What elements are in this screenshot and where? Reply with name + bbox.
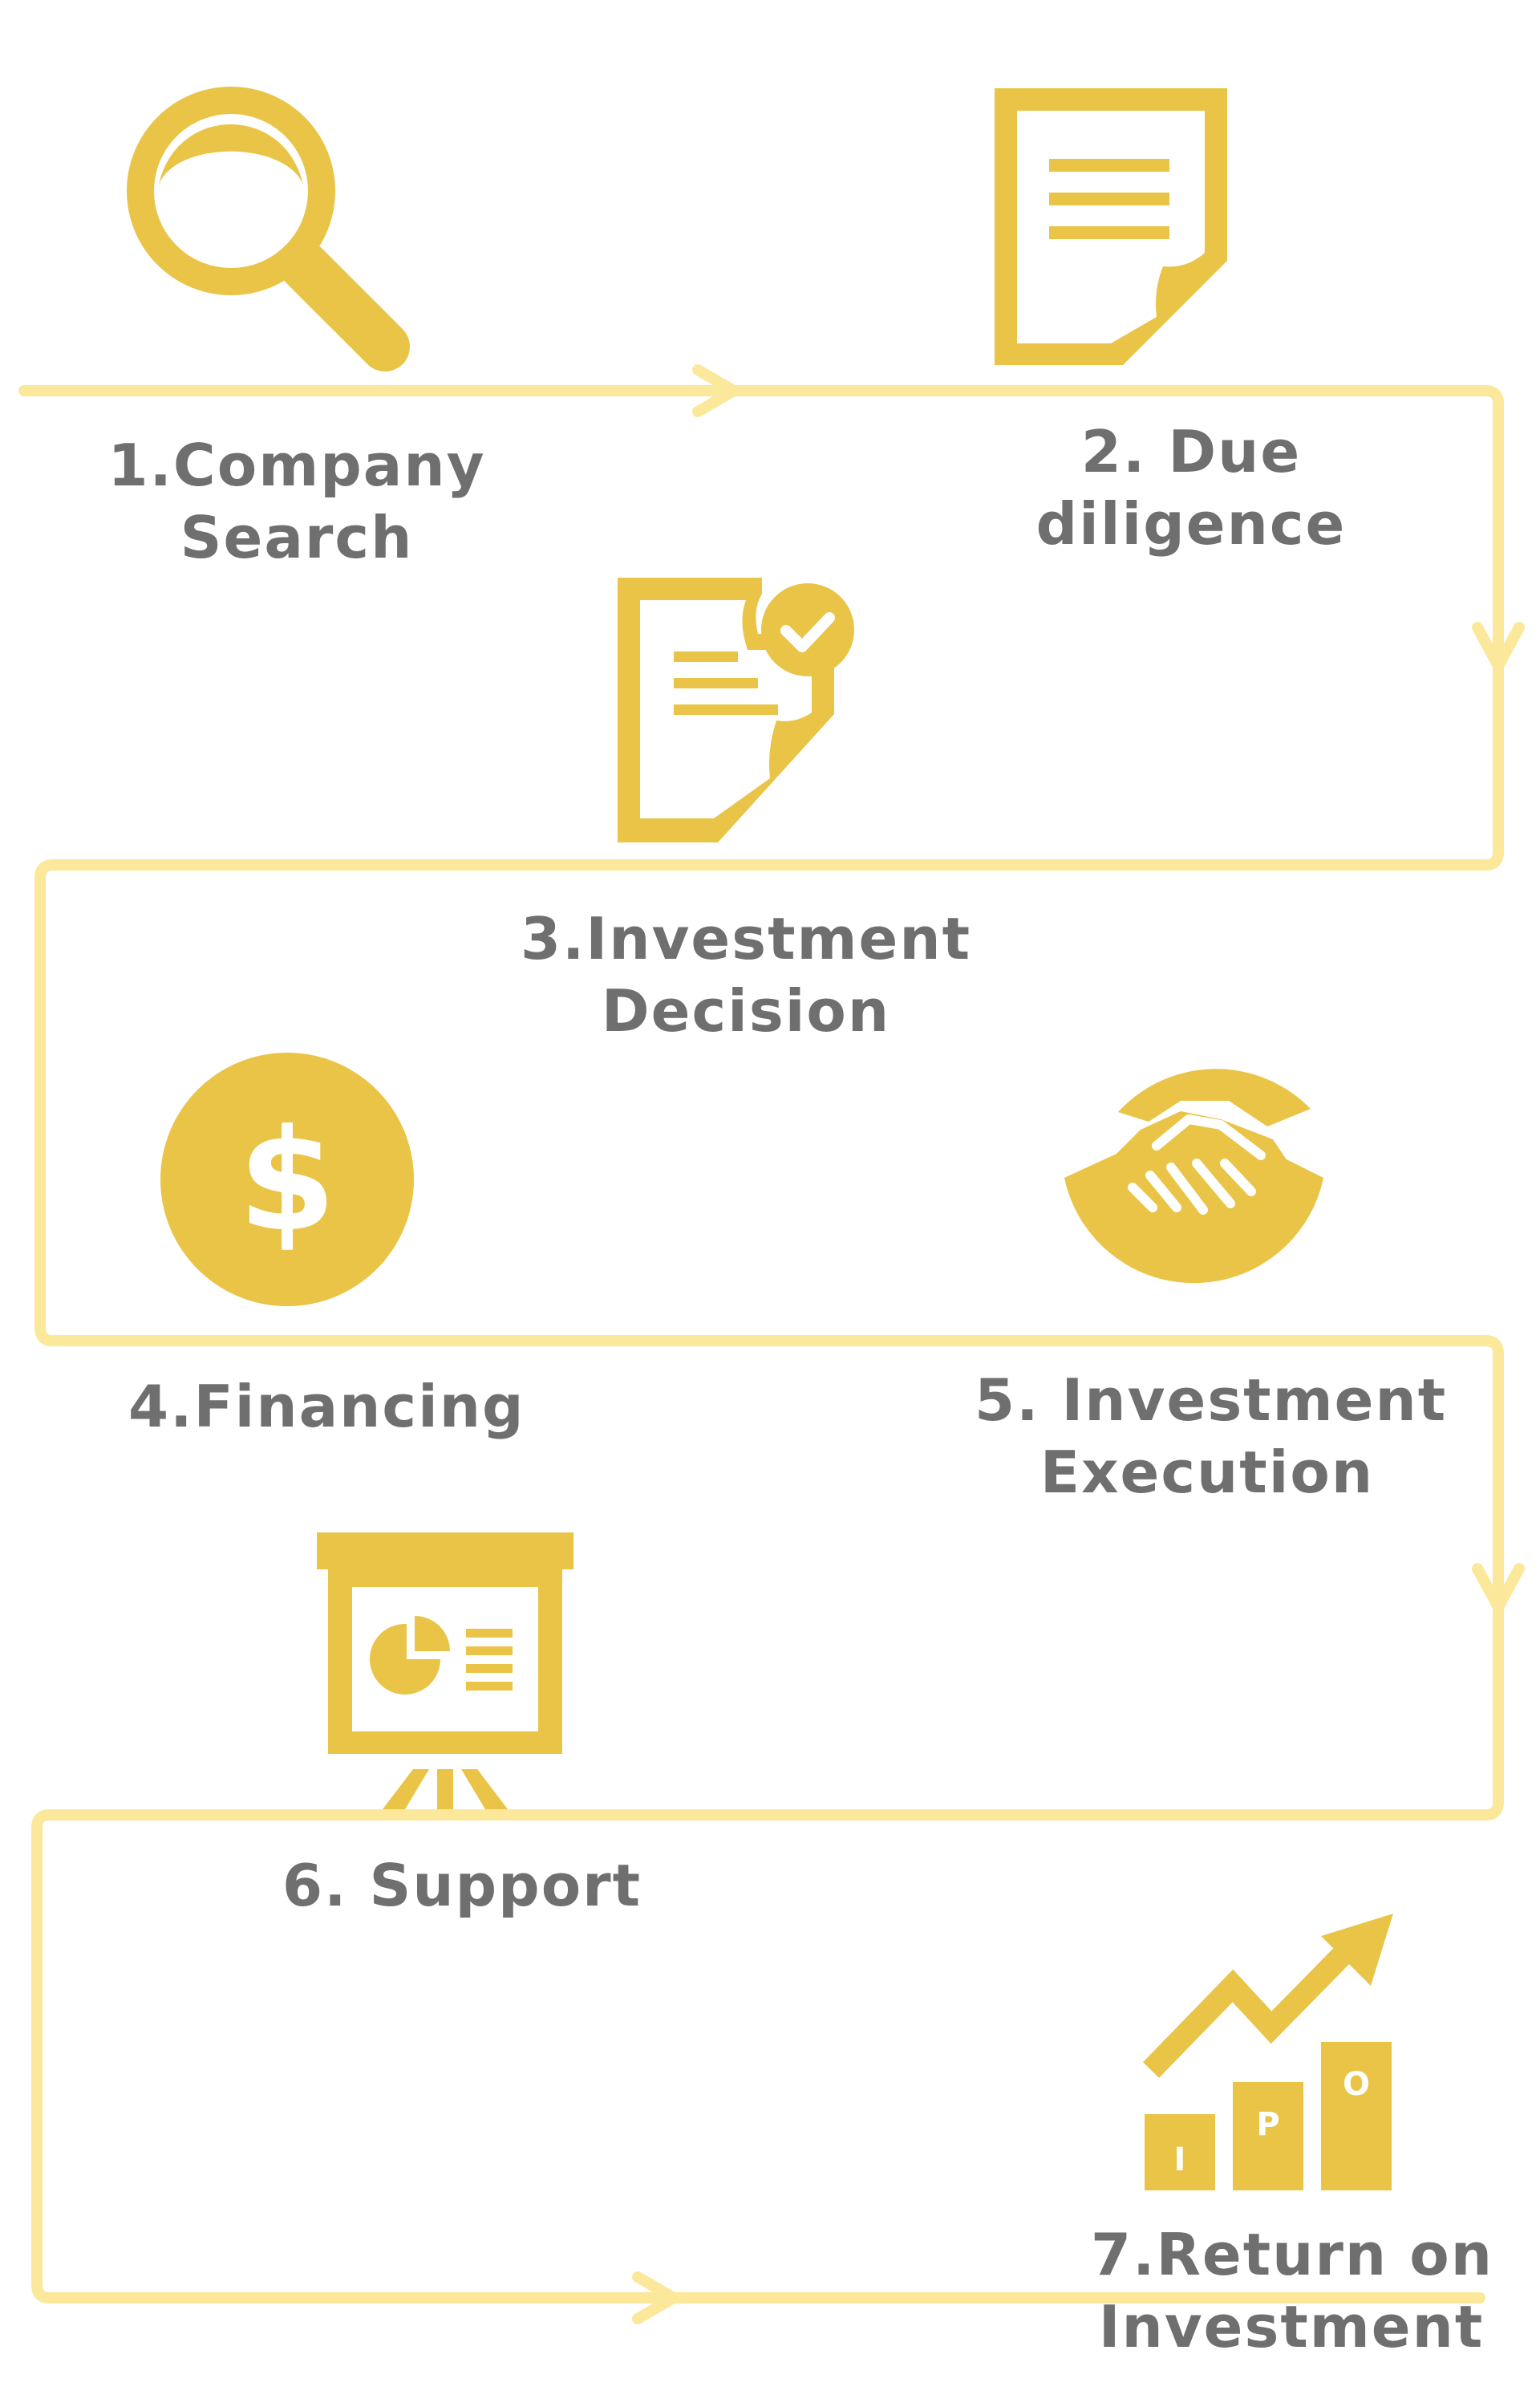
step-3-label: 3.Investment Decision	[505, 903, 987, 1047]
magnifier-icon	[127, 87, 410, 371]
approved-document-icon	[618, 578, 854, 842]
document-icon	[995, 88, 1227, 365]
dollar-icon: $	[160, 1053, 414, 1306]
step-1-label: 1.Company Search	[88, 429, 505, 574]
flow-line	[18, 385, 1504, 2303]
step-label-line: Investment	[1098, 2293, 1485, 2360]
handshake-icon	[1064, 1069, 1323, 1284]
step-4-label: 4.Financing	[128, 1370, 525, 1443]
svg-text:$: $	[238, 1100, 336, 1263]
flow-arrow-down	[1472, 1563, 1525, 1613]
flow-arrow-right	[632, 2271, 679, 2324]
ipo-letter: I	[1174, 2141, 1186, 2178]
step-label-line: Decision	[601, 977, 891, 1045]
step-label-line: 6. Support	[282, 1852, 642, 1919]
step-2-label: 2. Due diligence	[1003, 416, 1380, 560]
step-label-line: 1.Company	[107, 432, 486, 499]
ipo-growth-chart-icon: I P O	[1143, 1914, 1393, 2190]
ipo-letter: P	[1256, 2106, 1279, 2143]
step-label-line: 3.Investment	[520, 905, 972, 972]
step-5-label: 5. Investment Execution	[975, 1364, 1448, 1508]
step-6-label: 6. Support	[282, 1849, 642, 1922]
presentation-board-icon	[317, 1532, 573, 1809]
flow-arrow-down	[1472, 622, 1525, 672]
step-label-line: Execution	[1040, 1439, 1375, 1506]
step-label-line: 4.Financing	[128, 1373, 525, 1440]
ipo-letter: O	[1343, 2066, 1370, 2103]
flow-arrow-right	[692, 364, 740, 417]
step-label-line: 5. Investment	[975, 1366, 1448, 1434]
step-label-line: Search	[180, 504, 414, 571]
step-label-line: 7.Return on	[1091, 2221, 1493, 2288]
step-label-line: 2. Due	[1080, 418, 1302, 485]
step-label-line: diligence	[1035, 490, 1347, 558]
step-7-label: 7.Return on Investment	[1091, 2218, 1492, 2363]
